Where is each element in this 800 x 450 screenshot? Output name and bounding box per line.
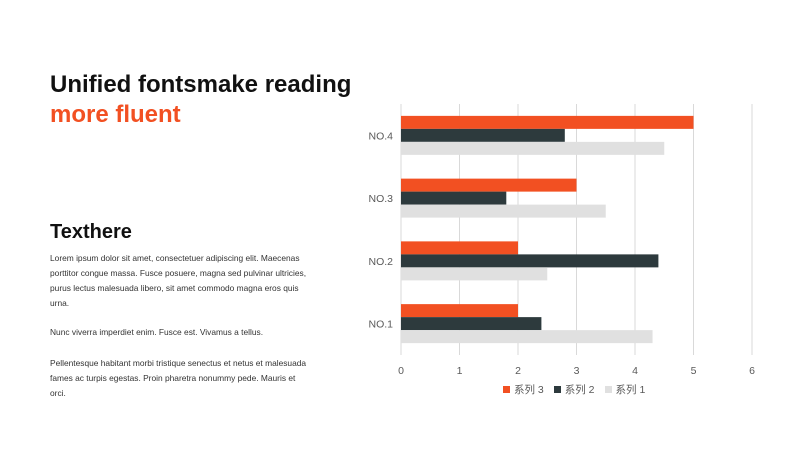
title-block: Unified fontsmake reading more fluent	[50, 70, 351, 130]
legend-swatch	[604, 386, 612, 393]
y-category-label: NO.1	[368, 319, 393, 331]
body-paragraph-1: Lorem ipsum dolor sit amet, consectetuer…	[50, 253, 307, 308]
page-title-accent: more fluent	[50, 101, 181, 128]
legend-label: 系列 1	[615, 384, 646, 396]
bar-no3-series-3	[401, 204, 606, 218]
section-title: Texthere	[50, 221, 132, 243]
x-tick-label: 6	[749, 365, 755, 377]
legend-swatch	[553, 386, 561, 393]
body-paragraph-2: Nunc viverra imperdiet enim. Fusce est. …	[50, 327, 264, 337]
x-tick-label: 0	[398, 365, 404, 377]
chart-legend: 系列 3 系列 2 系列 1	[503, 382, 645, 397]
bar-no2-series-1	[401, 241, 518, 255]
bar-no4-series-2	[401, 128, 565, 142]
bar-no4-series-3	[401, 141, 665, 155]
bar-no1-series-3	[401, 330, 653, 344]
body-paragraph-3: Pellentesque habitant morbi tristique se…	[50, 358, 307, 398]
page-title: Unified fontsmake reading	[50, 71, 352, 98]
bar-no2-series-3	[401, 267, 548, 281]
legend-swatch	[503, 386, 510, 393]
x-tick-label: 5	[691, 365, 697, 377]
y-category-label: NO.2	[368, 256, 393, 268]
x-tick-label: 2	[515, 365, 521, 377]
legend-item-3: 系列 1	[604, 382, 646, 397]
legend-label: 系列 2	[564, 384, 595, 396]
y-category-label: NO.4	[368, 130, 393, 142]
bar-no1-series-1	[401, 304, 518, 318]
y-category-label: NO.3	[368, 193, 393, 205]
x-tick-label: 1	[457, 365, 463, 377]
legend-item-1: 系列 3	[503, 382, 544, 397]
x-tick-label: 3	[574, 365, 580, 377]
bar-no3-series-2	[401, 191, 507, 205]
bar-no3-series-1	[401, 178, 577, 192]
legend-item-2: 系列 2	[553, 382, 595, 397]
legend-label: 系列 3	[514, 384, 544, 396]
x-tick-label: 4	[632, 365, 638, 377]
bar-no2-series-2	[401, 254, 659, 268]
bar-no1-series-2	[401, 317, 542, 331]
bar-no4-series-1	[401, 115, 694, 129]
